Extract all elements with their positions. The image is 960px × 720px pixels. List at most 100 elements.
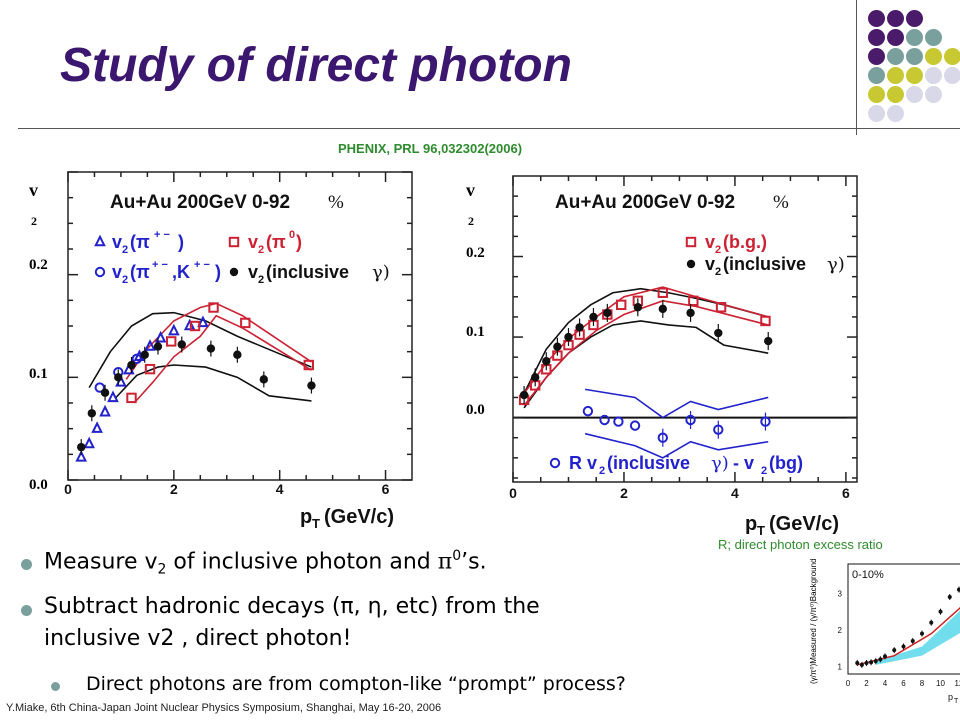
x-tick-label: 2 xyxy=(620,485,628,501)
thumb-point xyxy=(938,609,943,614)
legend-label: v xyxy=(112,262,122,282)
data-point xyxy=(582,405,594,417)
data-point xyxy=(177,340,186,349)
x-axis-label-p: p xyxy=(745,513,757,535)
data-point xyxy=(760,315,771,327)
legend-label: 2 xyxy=(599,465,605,477)
x-tick-label: 6 xyxy=(382,481,390,497)
band-inclusive-lower xyxy=(523,320,769,409)
data-point xyxy=(657,432,669,443)
legend-label: R v xyxy=(569,453,597,473)
bullet-1-greek: π xyxy=(437,549,453,575)
data-point xyxy=(564,332,573,342)
legend-label: (inclusive xyxy=(266,262,349,282)
legend-label: + − xyxy=(152,259,168,271)
legend-label: (π xyxy=(266,232,286,252)
data-point xyxy=(100,388,110,397)
thumb-x-tick: 6 xyxy=(901,679,906,688)
thumb-point xyxy=(929,620,934,625)
right-ylabel-2: 2 xyxy=(468,214,474,228)
data-point xyxy=(713,424,724,435)
band-inclusive-upper xyxy=(88,311,312,389)
right-ytick-00: 0.0 xyxy=(466,402,485,418)
data-point xyxy=(542,357,551,366)
legend-marker xyxy=(94,234,106,247)
x-tick-label: 4 xyxy=(276,481,284,497)
left-ylabel-v: v xyxy=(29,180,38,200)
legend-label: 2 xyxy=(258,244,264,256)
data-point xyxy=(629,420,641,431)
decorative-dot xyxy=(925,48,942,65)
data-point xyxy=(168,323,180,336)
data-point xyxy=(686,308,695,318)
bullet-1-post: ’s. xyxy=(461,549,487,575)
data-point xyxy=(589,312,598,322)
data-point xyxy=(94,382,105,393)
decorative-dot xyxy=(887,67,904,84)
data-point xyxy=(303,359,315,371)
data-point xyxy=(615,299,627,311)
thumb-x-tick: 12 xyxy=(955,679,960,688)
legend-label: ) xyxy=(296,232,302,252)
data-point xyxy=(658,304,668,314)
decorative-dot xyxy=(868,48,885,65)
legend-label: 2 xyxy=(761,465,767,477)
thumb-frame xyxy=(847,563,960,675)
legend-label: v xyxy=(705,232,715,252)
legend-label: 2 xyxy=(258,274,264,286)
thumbnail-chart-svg: 0-10%02468101214pT(GeV(γ/π⁰)Measured / (… xyxy=(796,554,960,720)
data-point xyxy=(519,390,529,400)
decorative-dot xyxy=(868,29,885,46)
thumb-point xyxy=(920,631,924,636)
data-point xyxy=(688,295,699,307)
plot-frame xyxy=(512,175,858,483)
thumb-point xyxy=(883,654,887,659)
legend-label: + − xyxy=(194,259,210,271)
decorative-dot xyxy=(906,10,923,27)
thumb-point xyxy=(947,595,952,599)
legend-marker xyxy=(229,267,239,277)
legend-label: (b.g.) xyxy=(723,232,767,252)
data-point xyxy=(599,414,610,426)
data-point xyxy=(233,350,242,359)
x-axis-label-units: (GeV/c) xyxy=(324,506,394,528)
thumb-point xyxy=(892,648,897,653)
thumb-x-label: T xyxy=(954,698,959,705)
decorative-dot xyxy=(906,48,923,65)
sub-bullet-dot xyxy=(51,682,60,691)
bullet-1-sup: 0 xyxy=(452,548,462,564)
legend-label: γ) xyxy=(711,453,729,474)
x-axis-label-units: (GeV/c) xyxy=(769,513,839,535)
band-R-lower xyxy=(584,432,769,459)
chart-title-percent: % xyxy=(328,192,344,213)
bullet-1-mid: of inclusive photon and xyxy=(166,549,438,575)
legend-label: (π xyxy=(130,262,150,282)
legend-marker xyxy=(686,259,696,269)
bullet-1-pre: Measure v xyxy=(44,549,158,575)
bullet-1: Measure v2 of inclusive photon and π0’s. xyxy=(44,548,487,578)
data-point xyxy=(127,360,136,370)
data-point xyxy=(206,344,216,353)
data-point xyxy=(83,436,95,449)
legend-label: v xyxy=(705,254,715,274)
thumb-point xyxy=(864,661,869,665)
thumb-legend: 0-10% xyxy=(852,569,884,581)
bullet-2-line1: Subtract hadronic decays (π, η, etc) fro… xyxy=(44,594,540,619)
decorative-dot xyxy=(887,10,904,27)
left-ytick-02: 0.2 xyxy=(29,257,48,273)
decorative-dot xyxy=(906,29,923,46)
thumb-band xyxy=(875,610,960,665)
legend-label: (inclusive xyxy=(607,453,690,473)
chart-title: Au+Au 200GeV 0-92 xyxy=(110,192,290,213)
legend-marker xyxy=(228,236,240,248)
legend-label: 0 xyxy=(289,229,295,241)
data-point xyxy=(189,320,201,332)
decorative-dot xyxy=(906,86,923,103)
decorative-dot xyxy=(868,105,885,122)
data-point xyxy=(131,353,143,365)
data-point xyxy=(166,336,177,347)
data-point xyxy=(633,303,643,312)
band-inclusive-lower xyxy=(115,364,312,402)
thumb-y-tick: 2 xyxy=(838,626,843,635)
legend-label: (bg) xyxy=(769,453,803,473)
